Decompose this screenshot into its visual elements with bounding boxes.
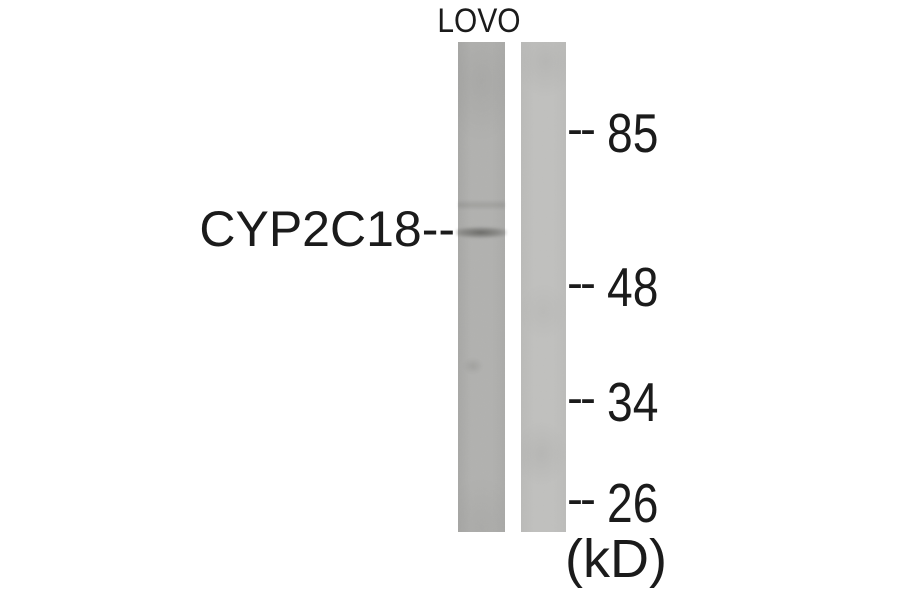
mw-marker-26: -- 26 [567, 475, 668, 531]
marker-dash: -- [567, 103, 596, 156]
blot-lane-control [521, 42, 566, 532]
blot-lane-sample [456, 42, 507, 532]
sample-label: LOVO [437, 2, 521, 40]
marker-value: 85 [606, 102, 659, 164]
mw-marker-85: -- 85 [567, 105, 668, 161]
marker-value: 26 [606, 472, 659, 534]
marker-value: 48 [606, 256, 659, 318]
marker-dash: -- [567, 372, 596, 425]
marker-dash: -- [567, 257, 596, 310]
mw-marker-48: -- 48 [567, 259, 668, 315]
marker-value: 34 [606, 371, 659, 433]
protein-band-cyp2c18 [456, 226, 507, 239]
target-protein-label: CYP2C18-- [199, 201, 455, 257]
unit-label-kd: (kD) [565, 529, 667, 589]
background-smudge [463, 358, 483, 374]
lane-noise-texture [521, 42, 566, 532]
mw-marker-34: -- 34 [567, 374, 668, 430]
lane-noise-texture [458, 42, 505, 532]
protein-band-faint [458, 200, 505, 210]
marker-dash: -- [567, 473, 596, 526]
